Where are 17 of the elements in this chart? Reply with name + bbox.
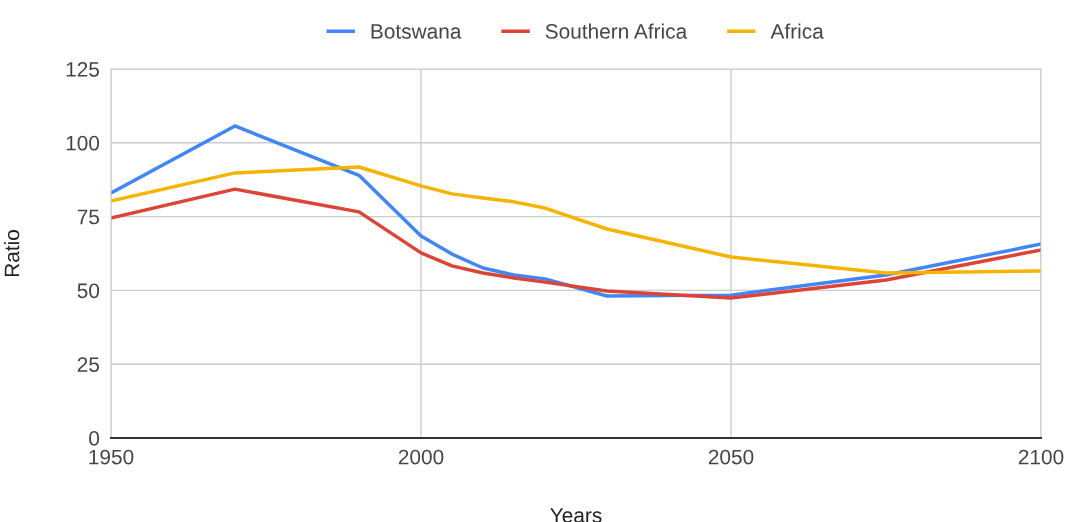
legend-label: Botswana xyxy=(371,24,462,39)
y-tick-label: 75 xyxy=(77,209,100,225)
y-tick-label: 50 xyxy=(77,283,100,299)
legend-label: Africa xyxy=(770,23,824,39)
y-tick-label: 100 xyxy=(66,135,100,151)
x-tick-label: 2000 xyxy=(398,449,444,465)
y-tick-label: 25 xyxy=(77,357,100,372)
legend-label: Southern Africa xyxy=(545,23,688,39)
x-tick-label: 2050 xyxy=(708,449,754,465)
x-tick-label: 1950 xyxy=(89,449,134,465)
y-tick-label: 125 xyxy=(66,62,100,77)
line-series xyxy=(111,187,1041,300)
y-axis-title: Ratio xyxy=(4,230,20,277)
y-tick-label: 0 xyxy=(89,431,100,446)
line-series xyxy=(111,165,1041,275)
x-axis-title: Years xyxy=(550,508,602,522)
x-tick-label: 2100 xyxy=(1018,449,1064,465)
